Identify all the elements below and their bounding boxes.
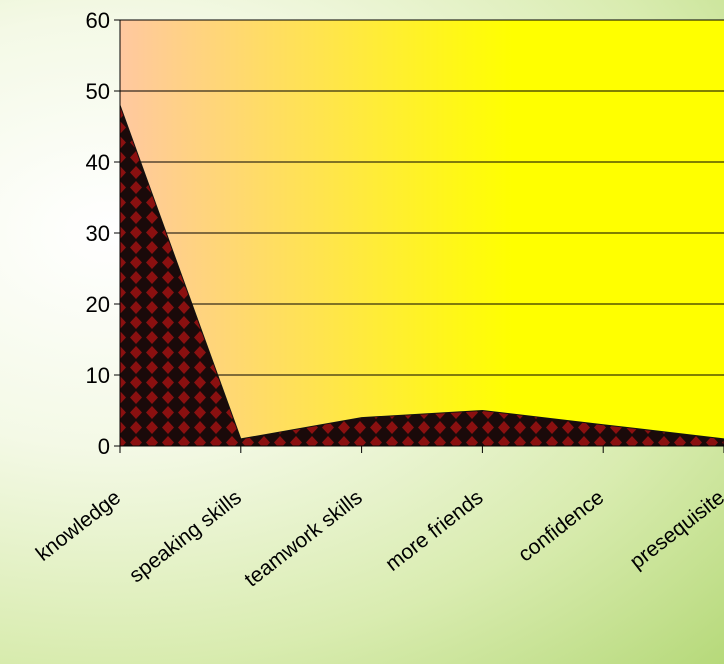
x-tick-label-1: speaking skills	[125, 486, 246, 587]
x-tick-label-0: knowledge	[32, 486, 125, 566]
x-tick-label-3: more friends	[381, 486, 487, 576]
axes	[114, 19, 724, 453]
x-tick-label-2: teamwork skills	[240, 486, 366, 592]
y-tick-label-50: 50	[86, 79, 110, 104]
y-tick-label-0: 0	[98, 434, 110, 459]
area-series	[119, 105, 724, 447]
x-tick-label-4: confidence	[514, 486, 608, 567]
y-tick-labels: 0 10 20 30 40 50 60	[86, 8, 110, 459]
gridlines	[120, 19, 724, 376]
x-tick-label-5: presequisite	[626, 486, 724, 574]
y-tick-label-60: 60	[86, 8, 110, 33]
y-tick-label-30: 30	[86, 221, 110, 246]
y-tick-label-20: 20	[86, 292, 110, 317]
y-tick-label-40: 40	[86, 150, 110, 175]
y-tick-label-10: 10	[86, 363, 110, 388]
